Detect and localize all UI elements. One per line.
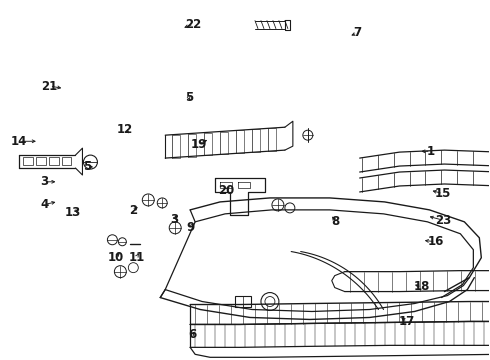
Text: 23: 23 xyxy=(435,214,451,227)
Text: 5: 5 xyxy=(185,91,193,104)
Bar xyxy=(49,157,58,165)
Text: 13: 13 xyxy=(65,207,81,220)
Text: 6: 6 xyxy=(188,328,196,341)
Text: 2: 2 xyxy=(129,204,138,217)
Text: 19: 19 xyxy=(191,138,207,150)
Text: 5: 5 xyxy=(83,160,92,173)
Text: 4: 4 xyxy=(41,198,49,211)
Text: 17: 17 xyxy=(399,315,416,328)
Text: 21: 21 xyxy=(42,80,58,93)
Bar xyxy=(62,157,72,165)
Text: 3: 3 xyxy=(170,213,178,226)
Text: 12: 12 xyxy=(117,123,133,136)
Text: 20: 20 xyxy=(219,184,235,197)
Bar xyxy=(23,157,33,165)
Bar xyxy=(36,157,46,165)
Text: 14: 14 xyxy=(11,135,27,148)
Text: 16: 16 xyxy=(427,235,444,248)
Text: 11: 11 xyxy=(128,251,145,264)
Text: 18: 18 xyxy=(414,280,430,293)
Text: 10: 10 xyxy=(107,251,123,264)
Text: 3: 3 xyxy=(41,175,49,188)
Text: 15: 15 xyxy=(435,187,451,200)
Text: 1: 1 xyxy=(427,145,435,158)
Text: 9: 9 xyxy=(186,221,195,234)
Text: 8: 8 xyxy=(331,215,340,228)
Text: 7: 7 xyxy=(353,27,362,40)
Bar xyxy=(235,296,251,306)
Text: 22: 22 xyxy=(186,18,202,31)
